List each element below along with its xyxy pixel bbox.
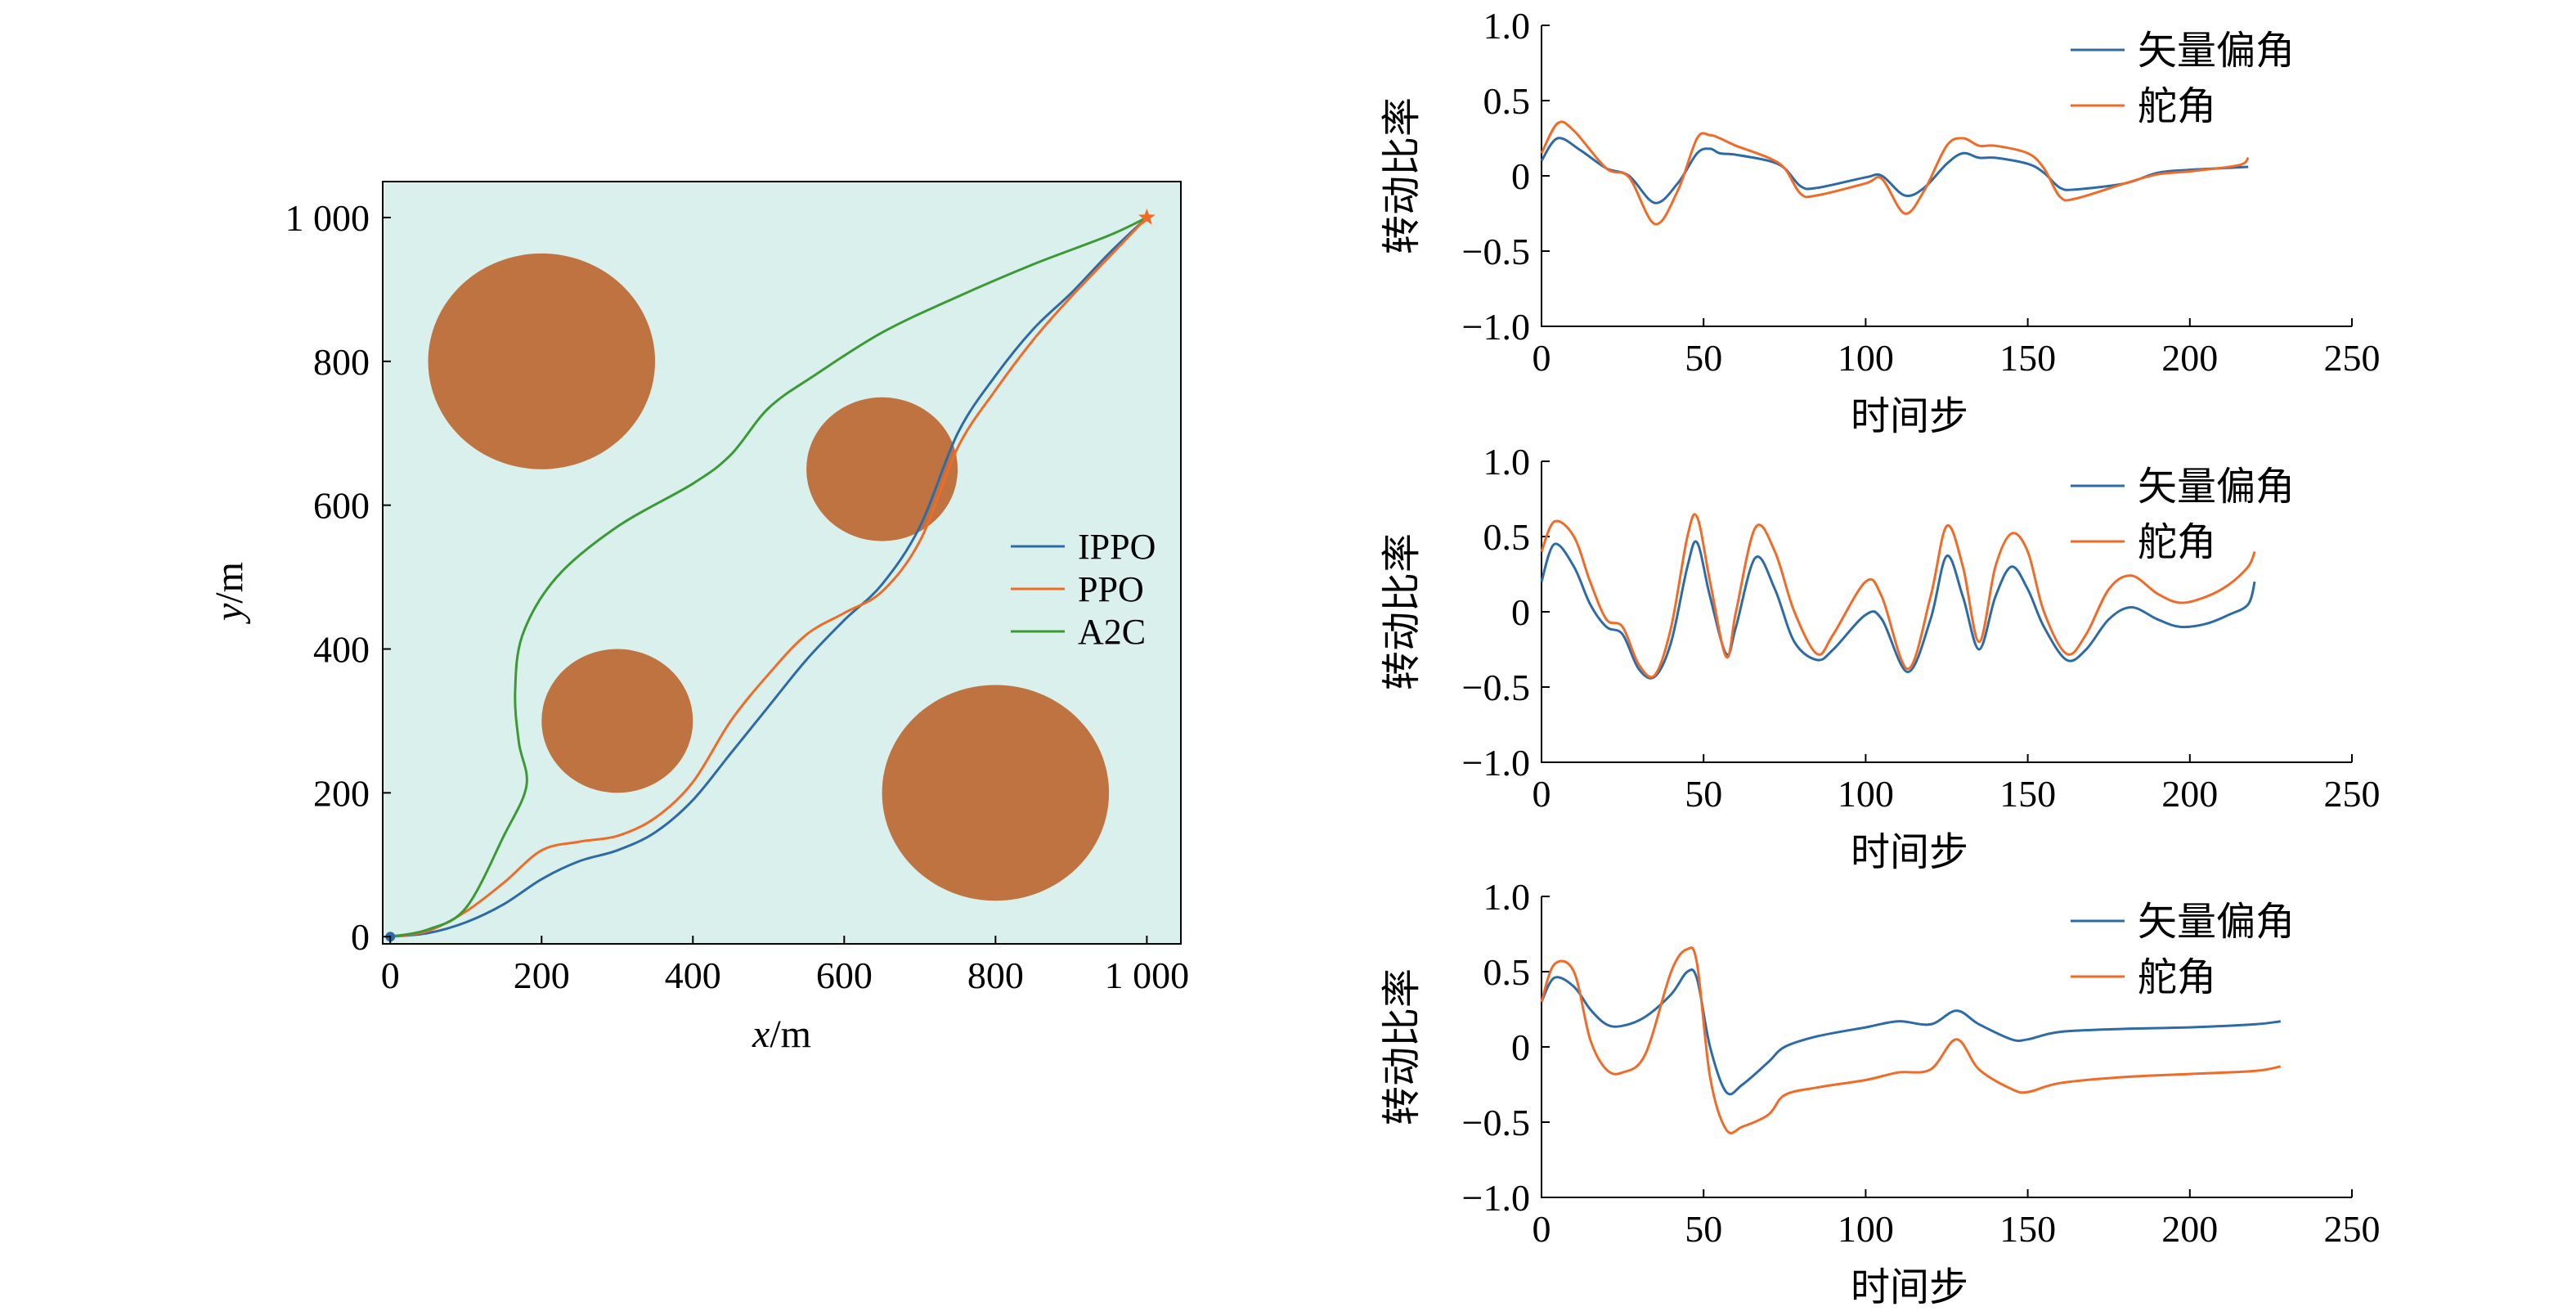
- x-tick-label: 50: [1685, 773, 1722, 815]
- legend-label: 舵角: [2138, 954, 2216, 1000]
- legend-label: 矢量偏角: [2138, 464, 2295, 510]
- panel-middle: 1.00.50−0.5−1.00 50 100 150 200 250时间步转动比率矢量偏…: [1379, 441, 2381, 875]
- obstacle-2: [541, 649, 693, 793]
- x-tick-label: 100: [1838, 773, 1894, 815]
- y-tick-label: 0.5: [1483, 80, 1531, 122]
- y-axis-label: 转动比率: [1379, 533, 1425, 690]
- y-tick-label: 1.0: [1483, 441, 1531, 483]
- y-tick-label: −1.0: [1462, 742, 1530, 784]
- y-axis-label: y/m: [208, 562, 251, 625]
- x-tick-label: 800: [967, 954, 1024, 996]
- x-axis-var: x: [752, 1013, 770, 1056]
- x-tick-label: 50: [1685, 1208, 1722, 1250]
- x-tick-label: 250: [2324, 773, 2381, 815]
- series-line-rudder-angle: [1540, 513, 2256, 679]
- series-line-rudder-angle: [1540, 946, 2282, 1134]
- obstacle-0: [428, 253, 656, 469]
- y-tick-label: 1 000: [285, 197, 370, 239]
- obstacle-1: [806, 397, 958, 541]
- obstacle-3: [882, 685, 1110, 901]
- x-tick-label: 250: [2324, 1208, 2381, 1250]
- x-axis-label: 时间步: [1851, 829, 1968, 875]
- y-tick-label: 400: [313, 629, 370, 671]
- legend-label-ippo: IPPO: [1078, 527, 1156, 567]
- legend-label: 舵角: [2138, 519, 2216, 565]
- x-tick-label: 200: [2161, 337, 2218, 379]
- y-tick-label: 0: [1511, 1026, 1530, 1068]
- x-tick-label: 250: [2324, 337, 2381, 379]
- panel-top: 1.00.50−0.5−1.00 50 100 150 200 250时间步转动比率矢量偏…: [1379, 5, 2381, 439]
- x-tick-label: 150: [1999, 337, 2056, 379]
- y-tick-label: 1.0: [1483, 5, 1531, 47]
- panel-bottom: 1.00.50−0.5−1.00 50 100 150 200 250时间步转动比率矢量偏…: [1379, 876, 2381, 1310]
- x-axis-label: x/m: [752, 1013, 811, 1056]
- y-axis-label: 转动比率: [1379, 97, 1425, 254]
- x-axis-unit: /m: [770, 1013, 811, 1056]
- series-line-ippo: [390, 216, 1148, 938]
- y-tick-label: −0.5: [1462, 231, 1530, 272]
- y-tick-label: 0: [351, 916, 370, 958]
- x-tick-label: 200: [2161, 1208, 2218, 1250]
- x-tick-label: 150: [1999, 1208, 2056, 1250]
- series-line-vector-deflection: [1540, 968, 2281, 1096]
- x-tick-label: 200: [2161, 773, 2218, 815]
- y-axis-label: 转动比率: [1379, 968, 1425, 1125]
- legend-label: 矢量偏角: [2138, 28, 2295, 74]
- goal-marker: [1138, 209, 1156, 225]
- x-tick-label: 0: [381, 954, 400, 996]
- y-tick-label: 1.0: [1483, 876, 1531, 918]
- y-tick-label: 0.5: [1483, 516, 1531, 558]
- y-tick-label: 0: [1511, 591, 1530, 633]
- series-line-a2c: [390, 216, 1148, 938]
- y-axis-unit: /m: [208, 562, 251, 604]
- y-tick-label: −1.0: [1462, 306, 1530, 348]
- x-tick-label: 50: [1685, 337, 1722, 379]
- legend-label: 舵角: [2138, 83, 2216, 129]
- x-tick-label: 0: [1533, 1208, 1551, 1250]
- x-tick-label: 100: [1838, 337, 1894, 379]
- series-line-vector-deflection: [1540, 137, 2249, 204]
- x-axis-label: 时间步: [1851, 393, 1968, 439]
- legend-label-a2c: A2C: [1078, 612, 1146, 652]
- x-tick-label: 0: [1533, 337, 1551, 379]
- y-tick-label: 0.5: [1483, 951, 1531, 993]
- x-tick-label: 200: [514, 954, 570, 996]
- series-line-ppo: [390, 216, 1148, 938]
- y-tick-label: 800: [313, 341, 370, 383]
- y-axis-var: y: [208, 603, 251, 625]
- y-tick-label: 600: [313, 485, 370, 527]
- y-tick-label: 0: [1511, 155, 1530, 197]
- x-tick-label: 1 000: [1105, 954, 1190, 996]
- x-tick-label: 100: [1838, 1208, 1894, 1250]
- x-tick-label: 0: [1533, 773, 1551, 815]
- y-tick-label: 200: [313, 772, 370, 814]
- y-tick-label: −0.5: [1462, 1102, 1530, 1143]
- y-tick-label: −0.5: [1462, 667, 1530, 708]
- x-tick-label: 600: [816, 954, 873, 996]
- legend-label: 矢量偏角: [2138, 899, 2295, 945]
- series-line-rudder-angle: [1540, 120, 2250, 226]
- x-tick-label: 150: [1999, 773, 2056, 815]
- legend-label-ppo: PPO: [1078, 569, 1144, 609]
- y-tick-label: −1.0: [1462, 1177, 1530, 1219]
- x-axis-label: 时间步: [1851, 1264, 1968, 1310]
- x-tick-label: 400: [665, 954, 721, 996]
